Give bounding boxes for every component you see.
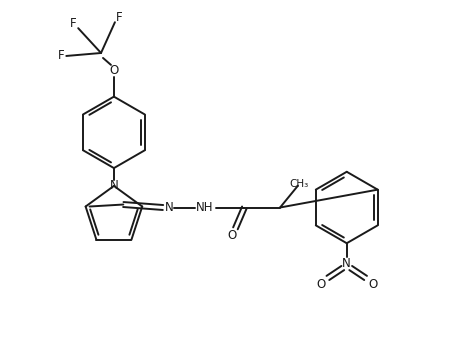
Text: F: F — [70, 17, 76, 30]
Text: F: F — [116, 11, 122, 24]
Text: N: N — [110, 180, 119, 192]
Text: O: O — [228, 229, 237, 242]
Text: F: F — [58, 50, 65, 62]
Text: CH₃: CH₃ — [289, 179, 308, 189]
Text: N: N — [342, 257, 351, 270]
Text: NH: NH — [196, 201, 213, 214]
Text: N: N — [164, 201, 173, 214]
Text: O: O — [316, 278, 325, 291]
Text: O: O — [368, 278, 377, 291]
Text: O: O — [109, 64, 119, 77]
